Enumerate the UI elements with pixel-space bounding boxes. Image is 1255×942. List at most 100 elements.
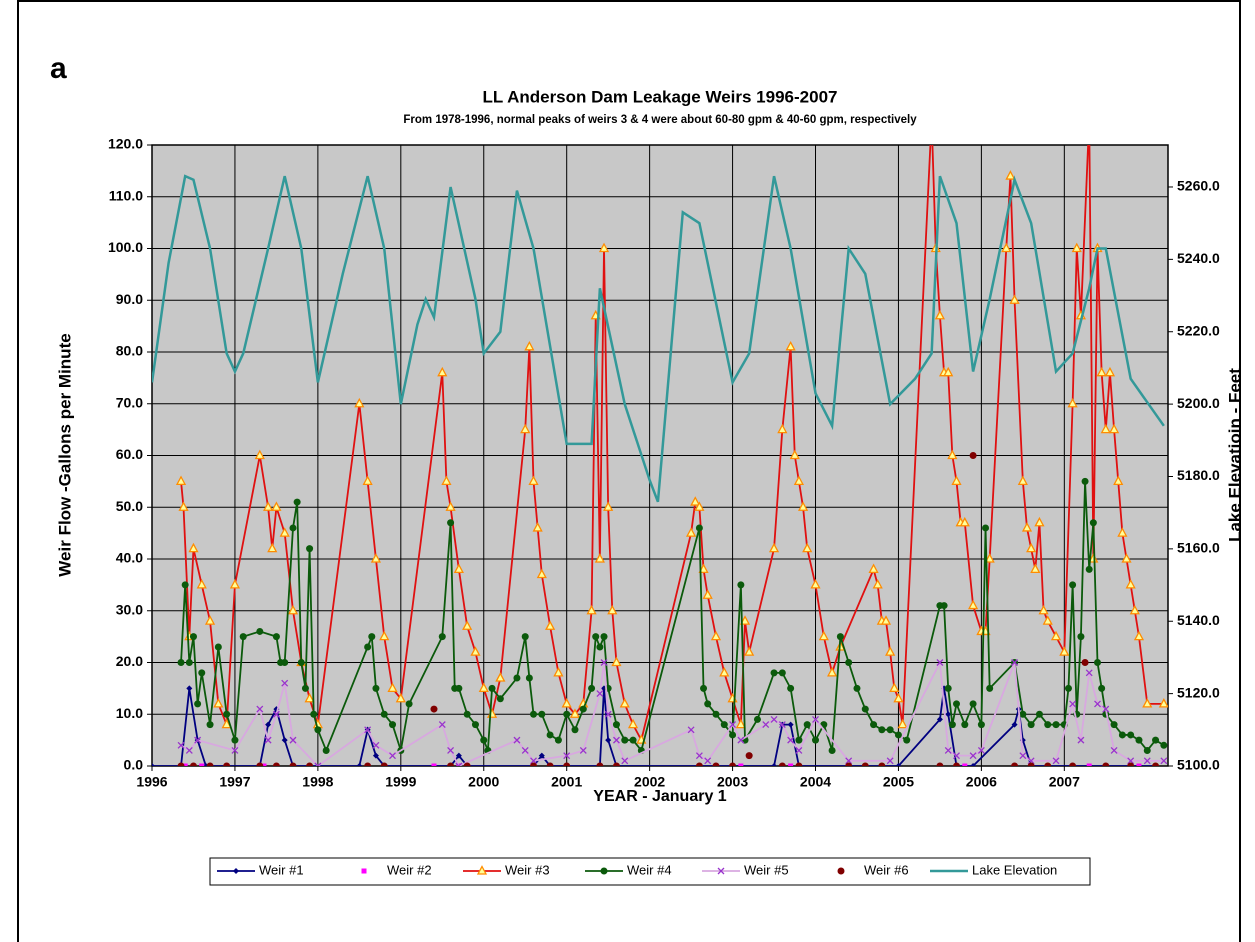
marker <box>263 501 274 511</box>
marker <box>788 763 794 766</box>
marker <box>605 737 612 744</box>
marker <box>538 752 545 759</box>
marker <box>231 747 239 754</box>
marker <box>738 763 744 766</box>
marker <box>530 762 538 766</box>
marker <box>395 692 406 703</box>
marker <box>1135 736 1143 744</box>
marker <box>787 684 795 692</box>
marker <box>1133 630 1145 641</box>
marker <box>619 698 630 708</box>
marker <box>944 747 952 754</box>
marker <box>861 762 869 766</box>
marker <box>1005 170 1016 180</box>
marker <box>735 718 746 729</box>
marker <box>704 700 712 708</box>
marker <box>189 633 197 641</box>
marker <box>770 715 778 723</box>
marker <box>1019 752 1027 760</box>
y2-tick-label: 5180.0 <box>1177 467 1220 483</box>
marker <box>1152 762 1160 766</box>
marker <box>364 643 372 651</box>
legend-label: Weir #4 <box>627 862 672 877</box>
marker <box>785 340 796 351</box>
marker <box>1027 721 1035 729</box>
marker <box>463 710 471 718</box>
marker <box>289 736 297 744</box>
marker <box>1081 659 1089 666</box>
legend-marker <box>717 867 725 875</box>
marker <box>455 752 462 759</box>
marker <box>1110 721 1118 729</box>
marker <box>1034 516 1045 527</box>
legend: Weir #1 Weir #2 Weir #3 Weir #4 Weir #5 Weir … <box>209 857 1091 886</box>
marker <box>256 705 264 713</box>
marker <box>970 763 977 766</box>
marker <box>897 718 908 729</box>
marker <box>471 721 479 729</box>
marker <box>1069 700 1077 708</box>
marker <box>1035 710 1043 718</box>
marker <box>430 705 438 713</box>
marker <box>453 563 464 573</box>
marker <box>894 731 902 739</box>
marker <box>380 762 388 766</box>
marker <box>768 542 780 553</box>
marker <box>771 763 778 766</box>
marker <box>314 762 322 766</box>
marker <box>872 578 883 589</box>
marker <box>729 721 737 729</box>
marker <box>267 542 278 553</box>
marker <box>513 736 521 744</box>
marker <box>1142 698 1153 708</box>
chart-subtitle: From 1978-1996, normal peaks of weirs 3 … <box>403 114 917 126</box>
marker <box>1098 684 1106 692</box>
marker <box>951 475 962 486</box>
marker <box>1071 242 1082 253</box>
marker <box>513 674 521 682</box>
marker <box>405 700 413 708</box>
y-axis-label: Weir Flow -Gallons per Minute <box>55 333 74 576</box>
marker <box>694 501 705 511</box>
marker <box>364 726 372 734</box>
marker <box>563 752 571 760</box>
marker <box>596 762 604 766</box>
x-tick-label: 2006 <box>966 774 997 790</box>
marker <box>802 542 813 553</box>
marker <box>199 763 205 766</box>
marker <box>546 762 554 766</box>
marker <box>612 721 620 729</box>
marker <box>431 763 437 766</box>
marker <box>256 627 264 635</box>
marker <box>447 762 455 766</box>
marker <box>627 718 639 729</box>
marker <box>198 669 206 677</box>
marker <box>1069 762 1077 766</box>
marker <box>177 741 185 749</box>
marker <box>447 747 455 754</box>
marker <box>596 643 604 651</box>
marker <box>579 747 587 754</box>
y2-tick-label: 5220.0 <box>1177 322 1220 338</box>
marker <box>1011 721 1018 728</box>
x-tick-label: 2003 <box>717 774 748 790</box>
marker <box>886 757 894 765</box>
y-tick-label: 120.0 <box>108 136 143 152</box>
marker <box>1044 762 1052 766</box>
y-tick-label: 80.0 <box>116 343 143 359</box>
marker <box>289 524 297 532</box>
marker <box>845 757 853 765</box>
marker <box>182 763 188 766</box>
marker <box>1089 519 1097 527</box>
marker <box>314 726 322 734</box>
marker <box>962 763 968 766</box>
marker <box>571 726 579 734</box>
marker <box>947 449 958 460</box>
marker <box>1026 542 1037 553</box>
marker <box>271 501 282 511</box>
marker <box>612 736 620 744</box>
marker <box>586 604 597 615</box>
marker <box>229 578 241 589</box>
marker <box>1067 397 1078 408</box>
